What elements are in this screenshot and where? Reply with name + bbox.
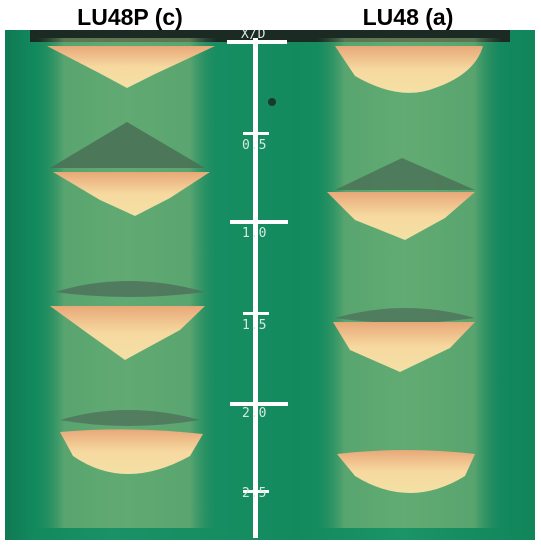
right-jet <box>317 38 502 528</box>
tick-label-2.0: 2.0 <box>242 406 267 421</box>
left-jet <box>37 38 217 528</box>
speck <box>268 98 276 106</box>
tick-label-0.5: 0.5 <box>242 138 267 153</box>
tick-label-1.0: 1.0 <box>242 226 267 241</box>
left-panel-title: LU48P (c) <box>77 4 183 30</box>
tick-label-2.5: 2.5 <box>242 486 267 501</box>
distance-ruler <box>227 38 288 538</box>
jet-plume-image <box>30 30 510 538</box>
right-panel-title: LU48 (a) <box>362 4 454 30</box>
schlieren-photograph: X/D 0.5 1.0 1.5 2.0 2.5 <box>5 30 535 540</box>
axis-label-xd: X/D <box>241 30 266 42</box>
tick-label-1.5: 1.5 <box>242 318 267 333</box>
